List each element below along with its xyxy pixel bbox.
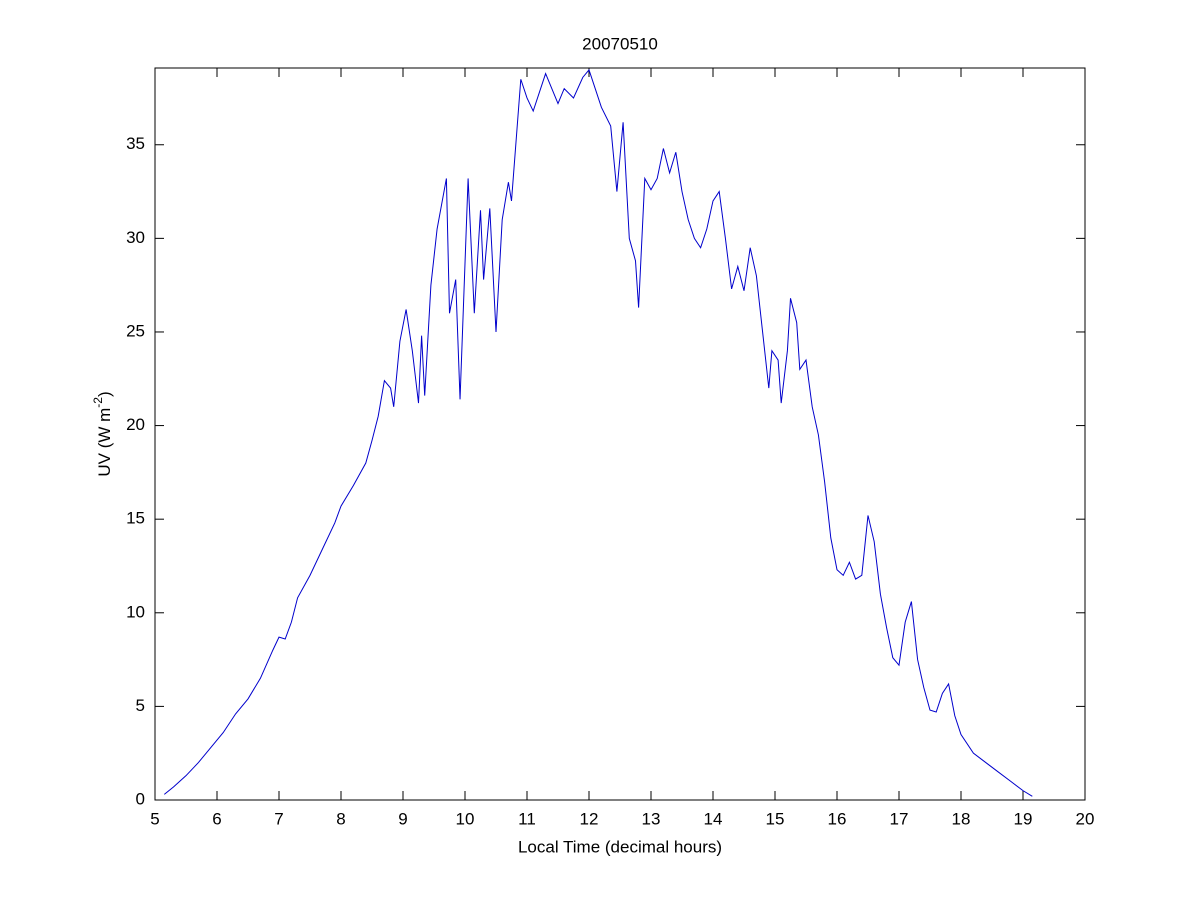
y-tick-label: 20 xyxy=(126,415,145,434)
x-tick-label: 11 xyxy=(518,809,536,828)
x-axis-label: Local Time (decimal hours) xyxy=(518,837,722,856)
x-tick-label: 7 xyxy=(274,809,283,828)
x-tick-label: 10 xyxy=(456,809,475,828)
x-tick-label: 16 xyxy=(828,809,847,828)
y-axis-label-text: UV (W m xyxy=(95,408,114,477)
y-axis-label-superscript: -2 xyxy=(91,397,105,408)
data-line xyxy=(163,68,1033,797)
y-axis-label-suffix: ) xyxy=(95,391,114,397)
x-tick-label: 20 xyxy=(1076,809,1095,828)
y-tick-label: 30 xyxy=(126,228,145,247)
x-tick-label: 8 xyxy=(336,809,345,828)
y-axis-label: UV (W m-2) xyxy=(91,391,114,476)
y-tick-label: 5 xyxy=(136,696,145,715)
x-tick-label: 17 xyxy=(890,809,909,828)
y-tick-label: 10 xyxy=(126,602,145,621)
y-tick-label: 35 xyxy=(126,134,145,153)
x-tick-label: 5 xyxy=(150,809,159,828)
x-tick-label: 6 xyxy=(212,809,221,828)
x-tick-label: 19 xyxy=(1014,809,1033,828)
y-tick-label: 0 xyxy=(136,789,145,808)
plot-frame xyxy=(154,67,1086,801)
x-tick-label: 15 xyxy=(766,809,785,828)
x-tick-label: 14 xyxy=(704,809,723,828)
x-tick-label: 12 xyxy=(580,809,599,828)
chart-title: 20070510 xyxy=(582,34,658,53)
x-tick-label: 9 xyxy=(398,809,407,828)
x-tick-label: 13 xyxy=(642,809,661,828)
y-tick-label: 25 xyxy=(126,321,145,340)
x-tick-label: 18 xyxy=(952,809,971,828)
y-tick-label: 15 xyxy=(126,509,145,528)
